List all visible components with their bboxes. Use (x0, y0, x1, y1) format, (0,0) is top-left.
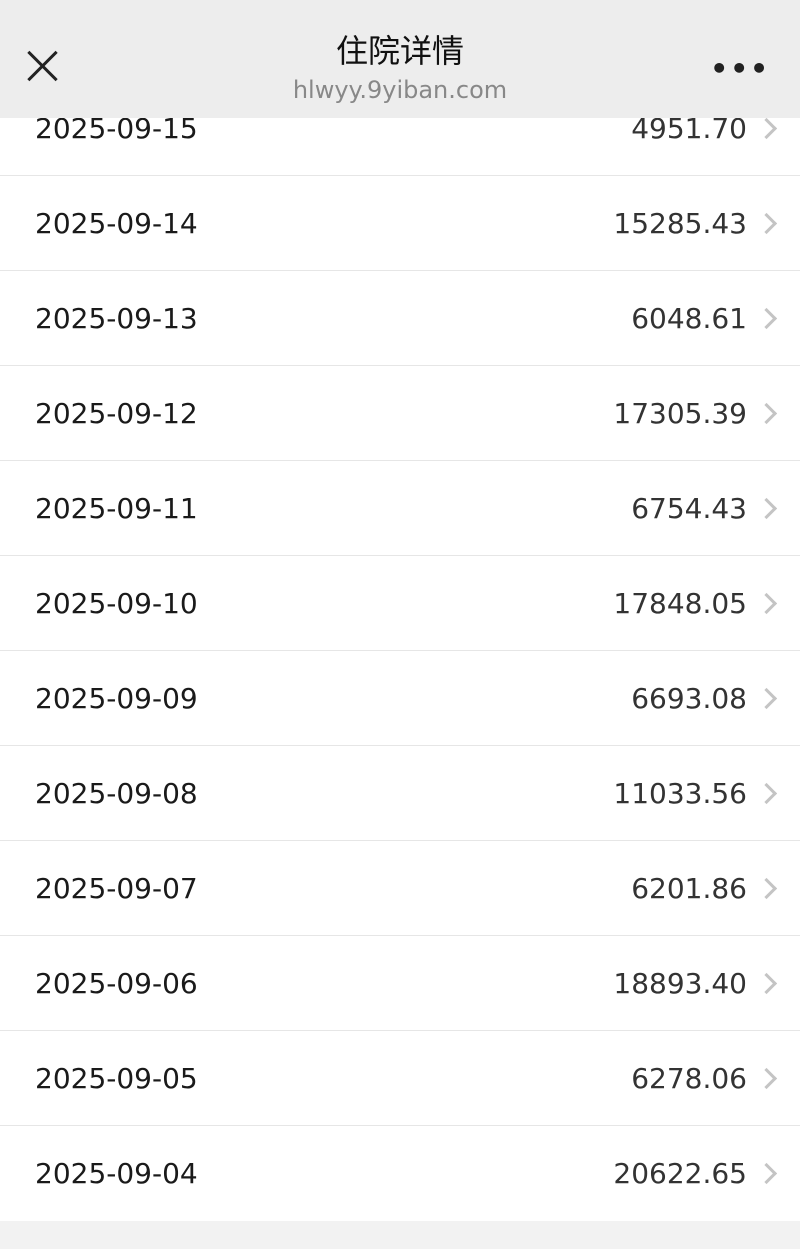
row-date: 2025-09-05 (35, 1061, 198, 1095)
list-item[interactable]: 2025-09-04 20622.65 (0, 1126, 800, 1221)
chevron-right-icon (755, 212, 778, 234)
row-date: 2025-09-04 (35, 1157, 198, 1190)
row-date: 2025-09-12 (35, 396, 198, 430)
list-item[interactable]: 2025-09-06 18893.40 (0, 936, 800, 1031)
row-date: 2025-09-13 (35, 301, 198, 335)
row-date: 2025-09-08 (35, 776, 198, 810)
row-date: 2025-09-10 (35, 586, 198, 620)
list-item[interactable]: 2025-09-14 15285.43 (0, 176, 800, 271)
page-domain: hlwyy.9yiban.com (292, 76, 508, 104)
row-date: 2025-09-09 (35, 681, 198, 715)
chevron-right-icon (755, 1162, 778, 1185)
chevron-right-icon (755, 117, 778, 139)
list-item[interactable]: 2025-09-05 6278.06 (0, 1031, 800, 1126)
row-date: 2025-09-14 (35, 206, 198, 240)
row-date: 2025-09-07 (35, 871, 198, 905)
list-item[interactable]: 2025-09-08 11033.56 (0, 746, 800, 841)
row-amount: 6693.08 (631, 681, 747, 715)
chevron-right-icon (755, 972, 778, 994)
row-amount: 6754.43 (631, 491, 747, 525)
list-item[interactable]: 2025-09-13 6048.61 (0, 271, 800, 366)
row-date: 2025-09-11 (35, 491, 198, 525)
list-item[interactable]: 2025-09-11 6754.43 (0, 461, 800, 556)
chevron-right-icon (755, 307, 778, 329)
list-item[interactable]: 2025-09-10 17848.05 (0, 556, 800, 651)
row-amount: 15285.43 (613, 206, 747, 240)
list-item[interactable]: 2025-09-09 6693.08 (0, 651, 800, 746)
row-amount: 17848.05 (613, 586, 747, 620)
more-icon[interactable]: ••• (710, 52, 770, 85)
chevron-right-icon (755, 402, 778, 424)
nav-header: 住院详情 hlwyy.9yiban.com ••• (0, 0, 800, 118)
row-date: 2025-09-06 (35, 966, 198, 1000)
chevron-right-icon (755, 687, 778, 709)
row-amount: 18893.40 (613, 966, 747, 1000)
row-amount: 6048.61 (631, 301, 747, 335)
row-amount: 20622.65 (613, 1157, 747, 1190)
row-amount: 11033.56 (613, 776, 747, 810)
list-item[interactable]: 2025-09-07 6201.86 (0, 841, 800, 936)
row-amount: 17305.39 (613, 396, 747, 430)
row-amount: 6278.06 (631, 1061, 747, 1095)
page-title: 住院详情 (335, 32, 464, 70)
chevron-right-icon (755, 497, 778, 519)
chevron-right-icon (755, 592, 778, 614)
chevron-right-icon (755, 877, 778, 899)
chevron-right-icon (755, 782, 778, 804)
list-item[interactable]: 2025-09-12 17305.39 (0, 366, 800, 461)
daily-charges-list: 2025-09-15 4951.70 2025-09-14 15285.43 2… (0, 81, 800, 1221)
chevron-right-icon (755, 1067, 778, 1089)
row-amount: 6201.86 (631, 871, 747, 905)
